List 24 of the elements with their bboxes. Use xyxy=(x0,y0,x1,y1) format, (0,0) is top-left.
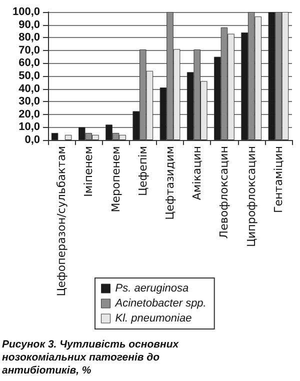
y-tick-label: 50,0 xyxy=(18,70,40,82)
legend-label: Acinetobacter spp. xyxy=(114,298,206,310)
x-tick-label: Цефепім xyxy=(136,146,150,196)
y-tick-label: 20,0 xyxy=(18,108,40,120)
y-tick-label: 40,0 xyxy=(18,82,40,95)
x-tick-label: Левофлоксацин xyxy=(218,146,231,239)
legend-label: Kl. pneumoniae xyxy=(115,312,192,324)
x-tick-label: Ципрофлоксацин xyxy=(244,146,258,248)
y-tick-label: 80,0 xyxy=(18,32,40,44)
text: Рисунок 3. Чутливість основних нозокоміальних патогенів до антибіотиків, % xyxy=(2,338,182,376)
x-tick-label: Меропенем xyxy=(109,146,122,212)
y-tick-label: 0,0 xyxy=(24,134,40,146)
x-tick-label: Цефтазидим xyxy=(164,146,176,220)
y-tick-label: 30,0 xyxy=(18,96,40,108)
x-tick-label: Гентаміцин xyxy=(272,146,285,213)
y-tick-label: 90,0 xyxy=(18,18,40,31)
x-tick-label: Цефоперазон/сульбактам xyxy=(55,146,68,296)
x-tick-label: Амікацин xyxy=(190,146,204,200)
y-tick-label: 70,0 xyxy=(18,44,40,56)
y-tick-label: 100,0 xyxy=(12,6,40,18)
y-tick-label: 10,0 xyxy=(18,121,40,134)
x-tick-label: Іміпенем xyxy=(82,146,96,197)
legend-label: Ps. aeruginosa xyxy=(115,282,189,294)
y-tick-label: 60,0 xyxy=(18,57,40,70)
